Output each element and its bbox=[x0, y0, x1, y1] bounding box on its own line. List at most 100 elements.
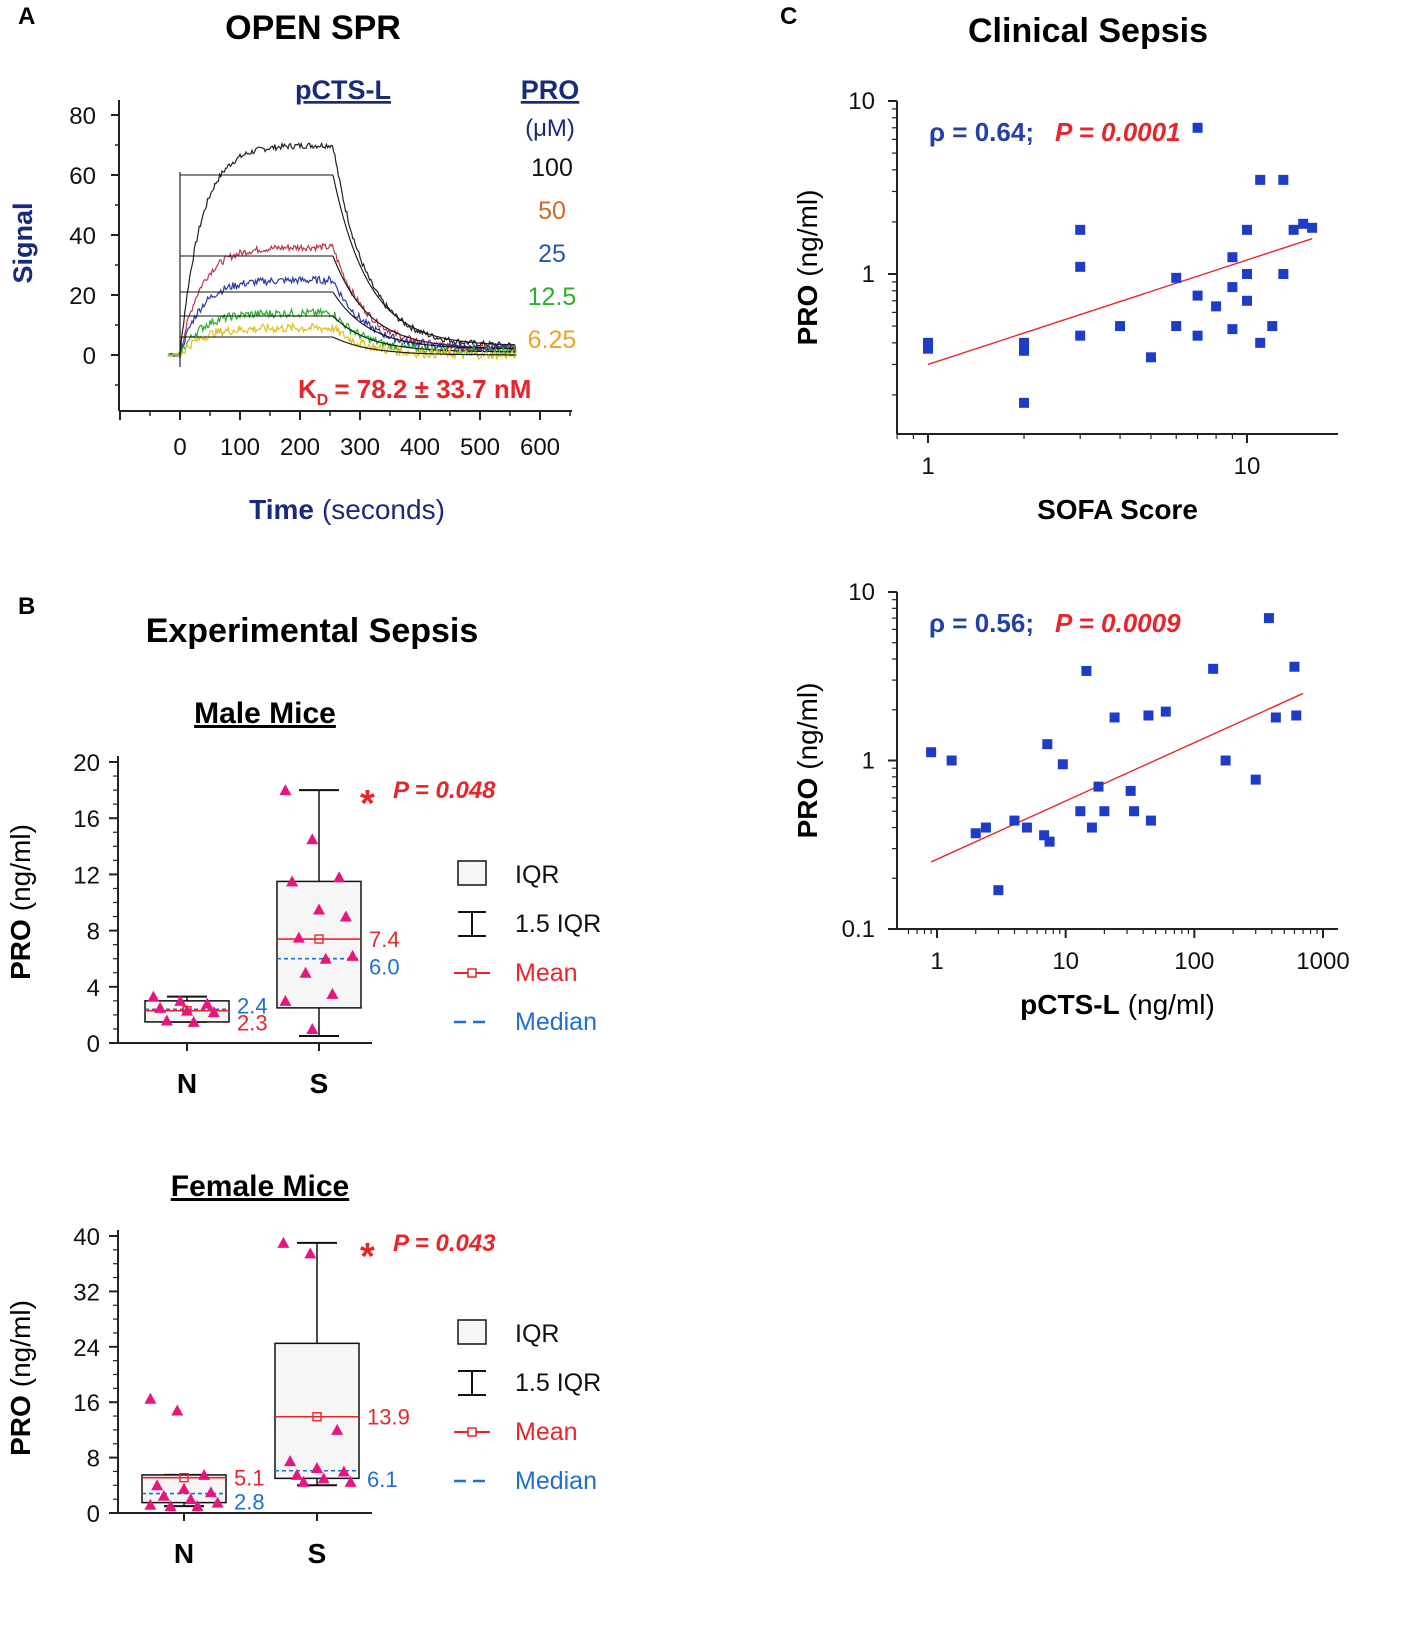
male-legend-mean-marker bbox=[467, 968, 477, 978]
sofa-data-point bbox=[1115, 321, 1126, 332]
male-mean-marker-S bbox=[314, 934, 324, 944]
spr-fit-dissociation-25 bbox=[332, 291, 516, 350]
male-data-point-S bbox=[279, 994, 292, 1006]
male-data-point-N bbox=[187, 1015, 200, 1027]
kd-subscript: D bbox=[317, 392, 329, 409]
pcts-data-point bbox=[1039, 830, 1050, 841]
pcts-x-tick-label: 100 bbox=[1174, 948, 1214, 975]
spr-chart: 0 20 40 60 80 0 100 200 300 400 500 600 bbox=[69, 100, 572, 461]
sofa-data-point bbox=[1075, 261, 1086, 272]
sofa-x-tick-label: 1 bbox=[921, 453, 934, 480]
pcts-y-tick-label: 0.1 bbox=[842, 916, 875, 943]
panel-b-label: B bbox=[18, 593, 35, 620]
male-data-point-S bbox=[313, 903, 325, 915]
pcts-data-point bbox=[1093, 781, 1104, 792]
female-median-label-N: 2.8 bbox=[234, 1490, 265, 1515]
panel-a-title: OPEN SPR bbox=[225, 9, 401, 47]
female-data-point-N bbox=[171, 1404, 184, 1416]
male-data-point-N bbox=[201, 997, 214, 1009]
spr-sensorgram-50 bbox=[167, 242, 517, 358]
female-data-point-N bbox=[151, 1479, 164, 1491]
male-category-S: S bbox=[310, 1068, 329, 1099]
sofa-data-point bbox=[1019, 345, 1030, 356]
male-data-point-S bbox=[279, 784, 292, 796]
sofa-data-point bbox=[1019, 337, 1030, 348]
pcts-data-point bbox=[1289, 661, 1300, 672]
pcts-x-axis-label-rest: (ng/ml) bbox=[1128, 989, 1215, 1020]
female-legend-iqr-swatch bbox=[457, 1319, 487, 1345]
male-legend-iqr: IQR bbox=[515, 861, 559, 889]
male-legend-median: Median bbox=[515, 1008, 597, 1036]
spr-fit-dissociation-100 bbox=[332, 174, 516, 346]
male-median-label-S: 6.0 bbox=[369, 955, 400, 980]
spr-x-axis-label: Time (seconds) bbox=[249, 494, 445, 525]
spr-sensorgram-25 bbox=[167, 275, 517, 359]
pcts-data-point bbox=[1021, 822, 1032, 833]
female-legend-iqr: IQR bbox=[515, 1320, 559, 1348]
spr-y-axis-label: Signal bbox=[8, 202, 38, 283]
male-data-point-N bbox=[154, 1001, 167, 1013]
pcts-data-point bbox=[980, 822, 991, 833]
kd-prefix: K bbox=[298, 374, 317, 404]
pcts-regression-line bbox=[930, 692, 1304, 863]
pcts-data-point bbox=[1143, 710, 1154, 721]
sofa-data-point bbox=[1307, 222, 1318, 233]
pcts-data-point bbox=[1075, 806, 1086, 817]
legend-conc-25: 25 bbox=[538, 240, 566, 268]
sofa-data-point bbox=[1267, 321, 1278, 332]
sofa-y-axis-label-bold: PRO bbox=[792, 285, 823, 346]
female-data-point-N bbox=[144, 1392, 157, 1404]
sofa-data-point bbox=[1255, 174, 1266, 185]
spr-y-tick-label: 80 bbox=[69, 103, 96, 130]
spr-y-tick-label: 20 bbox=[69, 283, 96, 310]
pcts-x-axis-label: pCTS-L (ng/ml) bbox=[1020, 989, 1215, 1020]
male-y-axis-label: PRO (ng/ml) bbox=[5, 824, 36, 980]
female-data-point-N bbox=[211, 1496, 224, 1508]
pcts-data-point bbox=[1129, 806, 1140, 817]
panel-b-title: Experimental Sepsis bbox=[146, 612, 479, 650]
male-legend-whisker-swatch bbox=[458, 911, 486, 937]
pcts-data-point bbox=[1081, 665, 1092, 676]
male-y-tick-label: 0 bbox=[87, 1031, 100, 1058]
female-data-point-S bbox=[337, 1465, 350, 1477]
spr-x-tick-label: 600 bbox=[520, 434, 560, 461]
male-data-point-S bbox=[306, 833, 319, 845]
sofa-data-point bbox=[923, 343, 933, 354]
sofa-data-point bbox=[1242, 295, 1252, 306]
male-data-point-S bbox=[306, 1022, 319, 1034]
male-y-tick-label: 12 bbox=[73, 862, 100, 889]
pcts-y-axis-label-bold: PRO bbox=[792, 778, 823, 839]
sofa-data-point bbox=[1075, 224, 1086, 235]
pcts-y-axis-label: PRO (ng/ml) bbox=[792, 683, 823, 839]
sofa-regression-line bbox=[927, 238, 1313, 366]
sofa-y-tick-label: 1 bbox=[862, 261, 875, 288]
female-title: Female Mice bbox=[171, 1170, 349, 1203]
pcts-data-point bbox=[1208, 663, 1219, 674]
spr-fit-dissociation-6.25 bbox=[332, 336, 516, 356]
pcts-data-point bbox=[1220, 755, 1231, 766]
spr-x-tick-label: 100 bbox=[220, 434, 260, 461]
female-y-tick-label: 32 bbox=[73, 1279, 100, 1306]
female-data-point-N bbox=[157, 1489, 170, 1501]
sofa-data-point bbox=[1227, 252, 1238, 263]
female-data-point-S bbox=[317, 1472, 330, 1484]
spr-sensorgram-6.25 bbox=[167, 321, 517, 361]
male-data-point-N bbox=[174, 994, 187, 1006]
female-y-tick-label: 40 bbox=[73, 1224, 100, 1251]
sofa-y-axis-label: PRO (ng/ml) bbox=[792, 190, 823, 346]
sofa-data-point bbox=[1278, 174, 1289, 185]
female-y-tick-label: 8 bbox=[87, 1446, 100, 1473]
female-data-point-N bbox=[191, 1500, 204, 1512]
sofa-rho-label: ρ = 0.64; bbox=[929, 117, 1034, 147]
sofa-data-point bbox=[1171, 321, 1182, 332]
sofa-data-point bbox=[923, 337, 933, 348]
sofa-data-point bbox=[1242, 224, 1252, 235]
female-data-point-N bbox=[178, 1482, 190, 1494]
pcts-x-tick-label: 1 bbox=[930, 948, 943, 975]
spr-x-tick-label: 200 bbox=[280, 434, 320, 461]
pcts-data-point bbox=[1270, 712, 1281, 723]
legend-conc-6.25: 6.25 bbox=[528, 326, 577, 354]
female-iqr-box-S bbox=[274, 1342, 360, 1480]
female-legend-mean: Mean bbox=[515, 1418, 578, 1446]
